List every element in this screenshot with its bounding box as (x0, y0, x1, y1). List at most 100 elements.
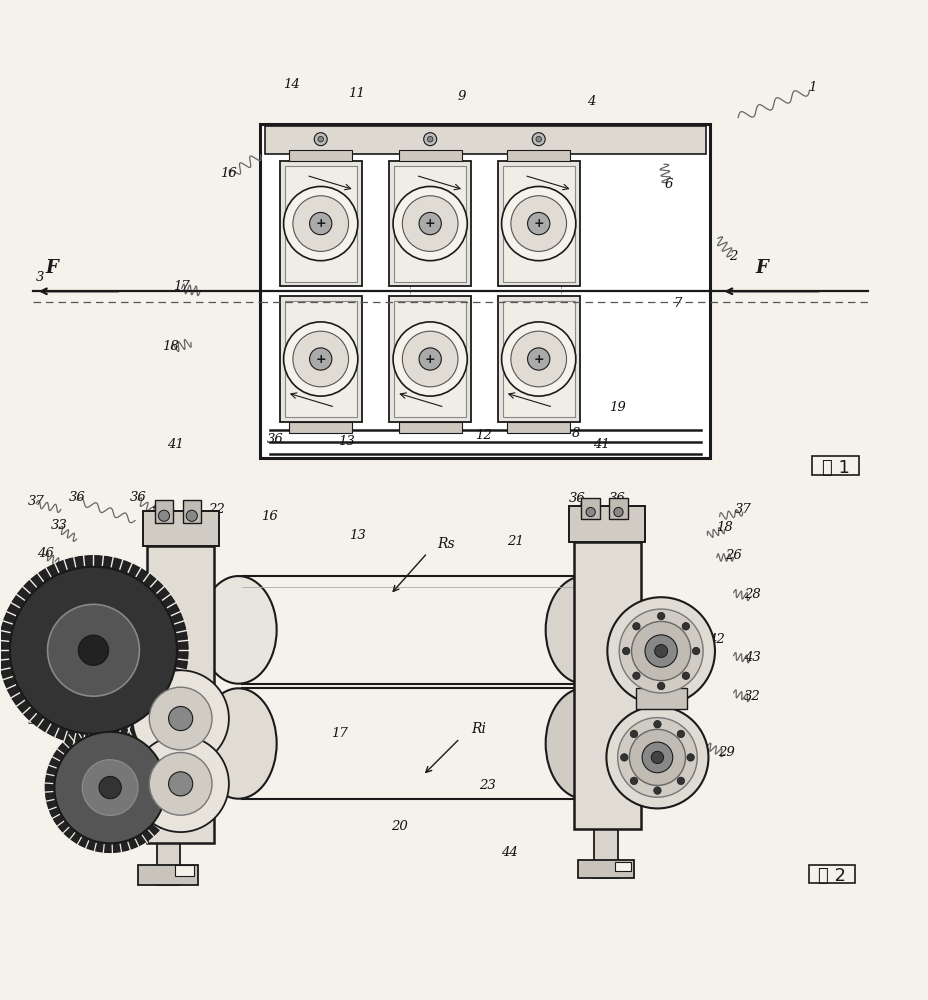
Bar (577, 860, 634, 878)
Circle shape (619, 609, 702, 693)
Circle shape (631, 621, 690, 681)
Bar (507, 150, 570, 161)
Circle shape (641, 742, 672, 773)
Circle shape (314, 133, 327, 146)
Text: 21: 21 (507, 535, 523, 548)
Circle shape (606, 706, 708, 808)
Text: F: F (45, 259, 58, 277)
Text: 13: 13 (349, 529, 366, 542)
Bar (811, 456, 857, 475)
Circle shape (677, 777, 684, 785)
Bar (389, 161, 470, 286)
Circle shape (653, 787, 661, 794)
Circle shape (393, 186, 467, 261)
Bar (614, 862, 631, 871)
Text: 6: 6 (664, 178, 672, 191)
Polygon shape (71, 647, 133, 790)
Bar (594, 829, 617, 878)
Text: 27: 27 (37, 579, 54, 592)
Bar (609, 498, 627, 519)
Circle shape (419, 212, 441, 235)
Bar (143, 511, 218, 546)
Text: 41: 41 (151, 500, 169, 513)
Bar (574, 542, 640, 829)
Text: 26: 26 (725, 549, 741, 562)
Circle shape (620, 754, 627, 761)
Circle shape (691, 647, 699, 655)
Text: 47: 47 (157, 823, 174, 836)
Circle shape (402, 331, 458, 387)
Circle shape (607, 597, 715, 705)
Circle shape (681, 672, 689, 679)
Bar (284, 301, 356, 417)
Text: 37: 37 (734, 503, 751, 516)
Text: 13: 13 (338, 435, 354, 448)
Circle shape (55, 732, 165, 843)
Circle shape (168, 772, 192, 796)
Text: 42: 42 (708, 633, 725, 646)
Bar (393, 166, 466, 282)
Bar (636, 688, 687, 709)
Circle shape (317, 136, 323, 142)
Bar (279, 296, 361, 422)
Ellipse shape (200, 688, 277, 799)
Circle shape (45, 723, 174, 852)
Bar (507, 422, 570, 433)
Bar (284, 166, 356, 282)
Circle shape (292, 331, 348, 387)
Circle shape (617, 718, 697, 797)
Circle shape (402, 196, 458, 251)
Bar (260, 124, 710, 458)
Ellipse shape (545, 688, 622, 799)
Bar (497, 161, 579, 286)
Text: 43: 43 (743, 651, 760, 664)
Text: +: + (424, 353, 435, 366)
Bar (279, 161, 361, 286)
Text: 37: 37 (28, 495, 45, 508)
Circle shape (99, 776, 122, 799)
Circle shape (681, 623, 689, 630)
Text: 12: 12 (474, 429, 491, 442)
Text: 4: 4 (586, 95, 595, 108)
Bar (502, 301, 574, 417)
Circle shape (149, 752, 212, 815)
Circle shape (133, 736, 228, 832)
Bar (569, 506, 645, 542)
Circle shape (677, 730, 684, 738)
Bar (174, 865, 193, 876)
Bar (502, 166, 574, 282)
Text: 22: 22 (208, 503, 225, 516)
Bar (182, 500, 200, 523)
Circle shape (586, 507, 595, 517)
Bar (289, 150, 352, 161)
Ellipse shape (545, 576, 622, 684)
Bar (156, 843, 179, 885)
Bar (398, 150, 461, 161)
Text: +: + (533, 217, 544, 230)
Text: 36: 36 (609, 492, 625, 505)
Bar (581, 498, 599, 519)
Text: 19: 19 (609, 401, 625, 414)
Bar (138, 865, 198, 885)
Circle shape (527, 348, 549, 370)
Text: 17: 17 (173, 280, 189, 293)
Bar (264, 126, 705, 154)
Text: 9: 9 (457, 90, 466, 103)
Circle shape (83, 760, 138, 815)
Text: 36: 36 (266, 433, 283, 446)
Text: 31: 31 (28, 714, 45, 727)
Bar (497, 296, 579, 422)
Circle shape (186, 510, 197, 521)
Text: 3: 3 (35, 271, 44, 284)
Text: 28: 28 (743, 588, 760, 601)
Circle shape (283, 186, 357, 261)
Circle shape (686, 754, 693, 761)
Circle shape (628, 729, 685, 785)
Text: 18: 18 (161, 340, 178, 353)
Circle shape (292, 196, 348, 251)
Text: 23: 23 (479, 779, 496, 792)
Circle shape (419, 348, 441, 370)
Circle shape (501, 186, 575, 261)
Circle shape (427, 136, 432, 142)
Text: 44: 44 (500, 846, 517, 859)
